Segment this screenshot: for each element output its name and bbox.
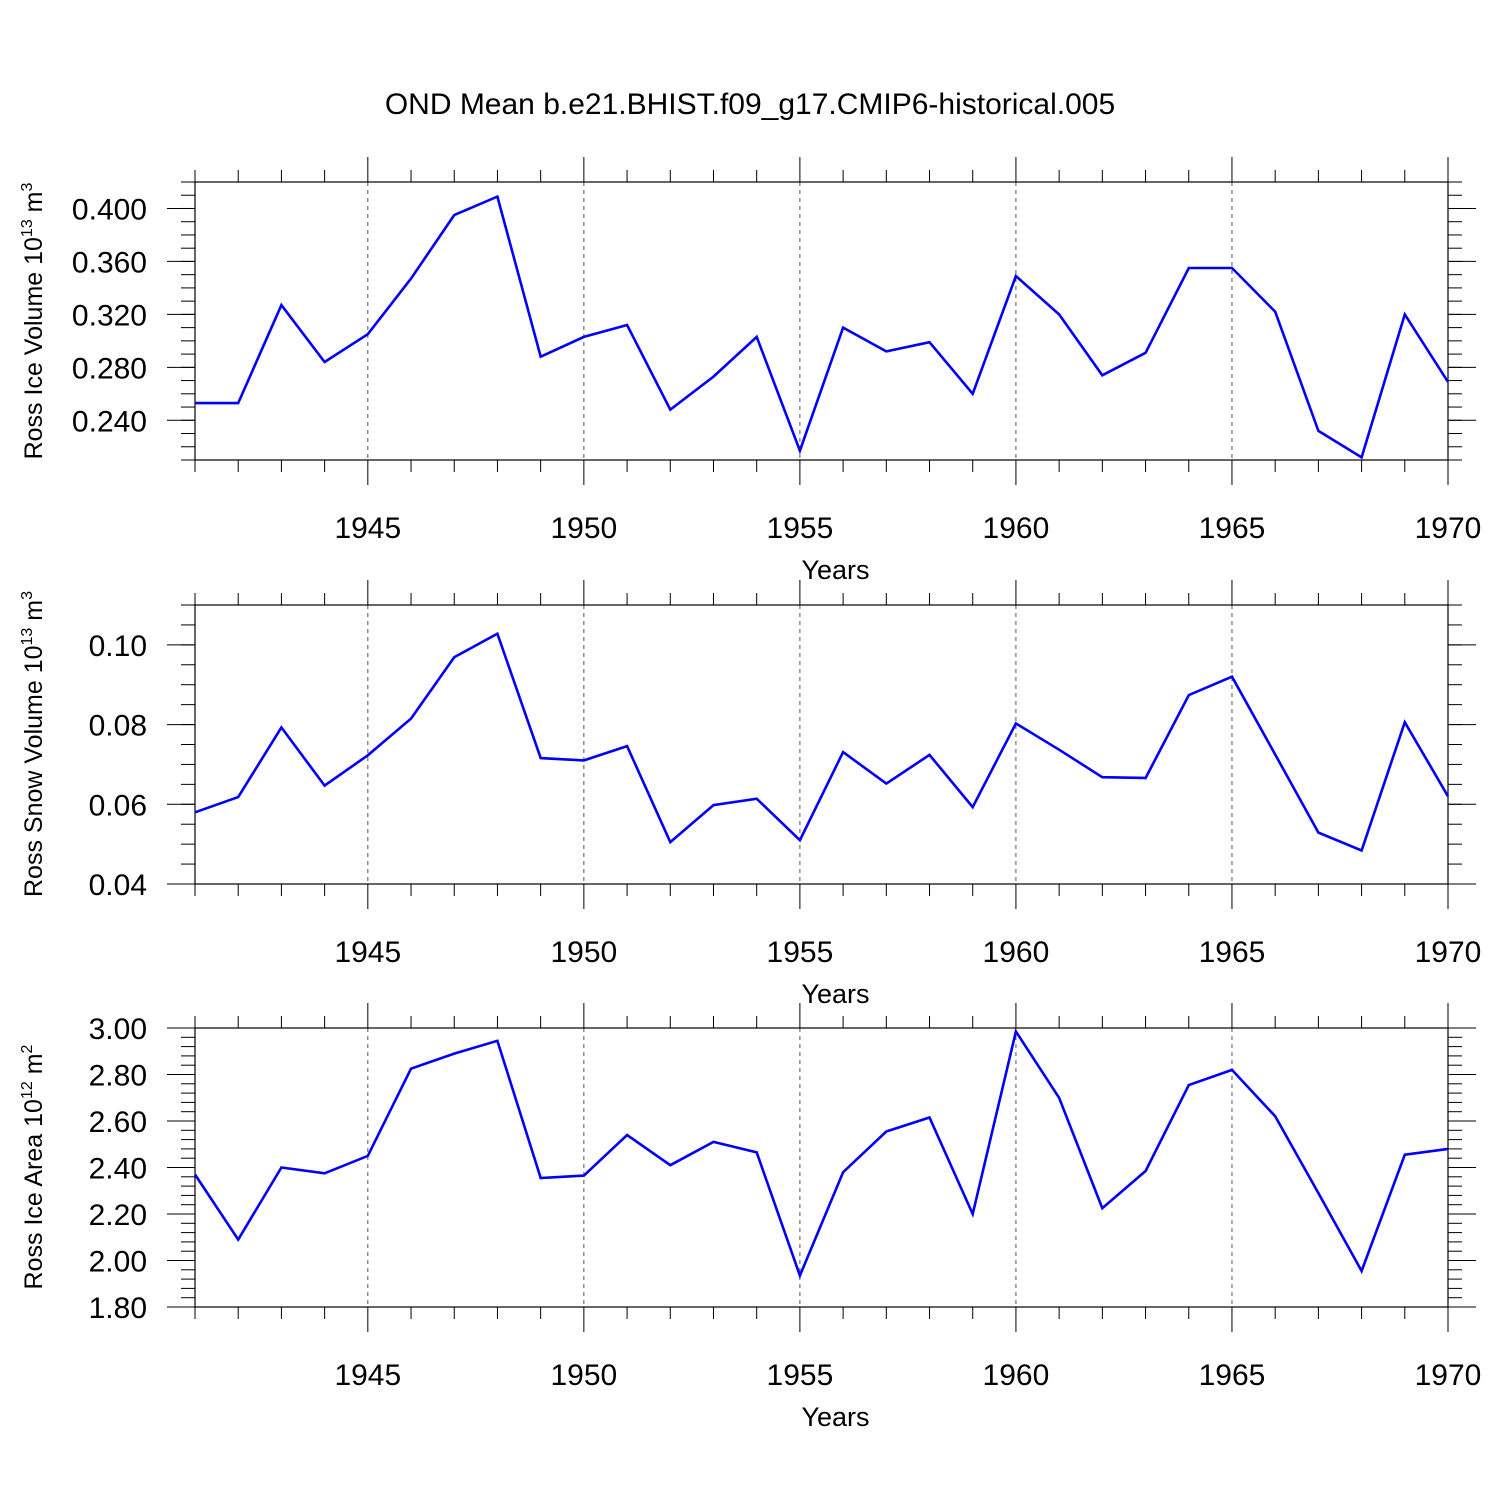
y-tick-label: 0.06 xyxy=(89,789,147,822)
series-line xyxy=(194,631,1450,853)
y-tick-label: 0.240 xyxy=(72,405,147,438)
x-axis-label: Years xyxy=(801,1402,869,1432)
chart-panel-3: 1945 1950 1955 1960 1965 1970 Years 1.80 2.00 2.2… xyxy=(19,1003,1481,1432)
x-tick-label: 1970 xyxy=(1415,936,1482,969)
x-tick-label: 1955 xyxy=(767,936,834,969)
y-tick-label: 0.10 xyxy=(89,630,147,663)
x-tick-label: 1950 xyxy=(550,512,617,545)
y-axis-label: Ross Ice Volume 1013 m3 xyxy=(19,182,48,459)
series-line xyxy=(193,1028,1449,1280)
y-tick-label: 3.00 xyxy=(89,1013,147,1046)
y-tick-label: 1.80 xyxy=(89,1292,147,1325)
y-tick-label: 2.20 xyxy=(89,1199,147,1232)
y-tick-label: 2.40 xyxy=(89,1153,147,1186)
x-tick-label: 1960 xyxy=(983,512,1050,545)
y-axis-label: Ross Snow Volume 1013 m3 xyxy=(19,591,48,897)
y-tick-label: 0.400 xyxy=(72,193,147,226)
x-axis-label: Years xyxy=(801,979,869,1009)
y-tick-label: 0.360 xyxy=(72,246,147,279)
x-tick-label: 1965 xyxy=(1199,1359,1266,1392)
x-axis-label: Years xyxy=(801,555,869,585)
x-tick-label: 1955 xyxy=(767,512,834,545)
chart-panel-2: 1945 1950 1955 1960 1965 1970 Years 0.04 0.06 0.0… xyxy=(19,580,1481,1009)
series-line xyxy=(195,194,1450,460)
y-tick-label: 2.00 xyxy=(89,1246,147,1279)
plot-frame xyxy=(194,604,1449,885)
y-tick-label: 0.04 xyxy=(89,869,147,902)
y-axis-label: Ross Ice Area 1012 m2 xyxy=(19,1044,48,1289)
x-tick-label: 1960 xyxy=(983,936,1050,969)
x-tick-label: 1950 xyxy=(550,936,617,969)
y-tick-label: 0.320 xyxy=(72,299,147,332)
x-tick-label: 1950 xyxy=(550,1359,617,1392)
x-tick-label: 1945 xyxy=(334,512,401,545)
y-tick-label: 2.60 xyxy=(89,1106,147,1139)
x-tick-label: 1960 xyxy=(983,1359,1050,1392)
x-tick-label: 1955 xyxy=(767,1359,834,1392)
y-tick-label: 2.80 xyxy=(89,1060,147,1093)
x-tick-label: 1970 xyxy=(1415,512,1482,545)
plot-frame xyxy=(194,181,1449,461)
plot-frame xyxy=(194,1027,1449,1308)
x-tick-label: 1965 xyxy=(1199,936,1266,969)
y-tick-label: 0.280 xyxy=(72,352,147,385)
y-tick-label: 0.08 xyxy=(89,710,147,743)
page-title: OND Mean b.e21.BHIST.f09_g17.CMIP6-histo… xyxy=(384,88,1116,121)
x-tick-label: 1970 xyxy=(1415,1359,1482,1392)
x-tick-label: 1945 xyxy=(334,936,401,969)
chart-panel-1: 1945 1950 1955 1960 1965 1970 Years 0.240 0.280 0… xyxy=(19,157,1481,585)
x-tick-label: 1945 xyxy=(334,1359,401,1392)
x-tick-label: 1965 xyxy=(1199,512,1266,545)
